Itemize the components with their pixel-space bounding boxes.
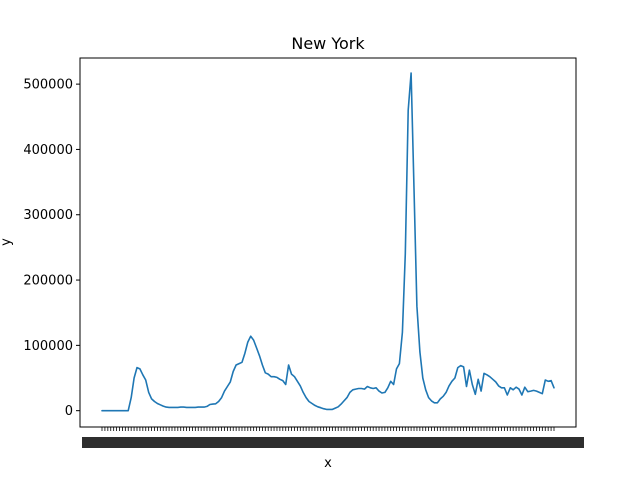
- y-axis-label: y: [0, 238, 14, 246]
- axis-ticks: 0 100000 200000 300000 400000 500000: [23, 78, 584, 448]
- y-tick-label: 100000: [23, 339, 73, 354]
- y-tick-label: 200000: [23, 274, 73, 289]
- y-tick-label: 300000: [23, 208, 73, 223]
- x-tick-labels-overlap: [82, 437, 584, 448]
- y-tick-label: 0: [65, 404, 73, 419]
- y-tick-label: 400000: [23, 143, 73, 158]
- x-axis-label: x: [324, 456, 332, 471]
- series-line: [101, 72, 555, 412]
- plot-area-frame: [79, 57, 577, 428]
- chart-title: New York: [291, 34, 365, 53]
- y-tick-label: 500000: [23, 78, 73, 93]
- series-layer: [101, 72, 555, 412]
